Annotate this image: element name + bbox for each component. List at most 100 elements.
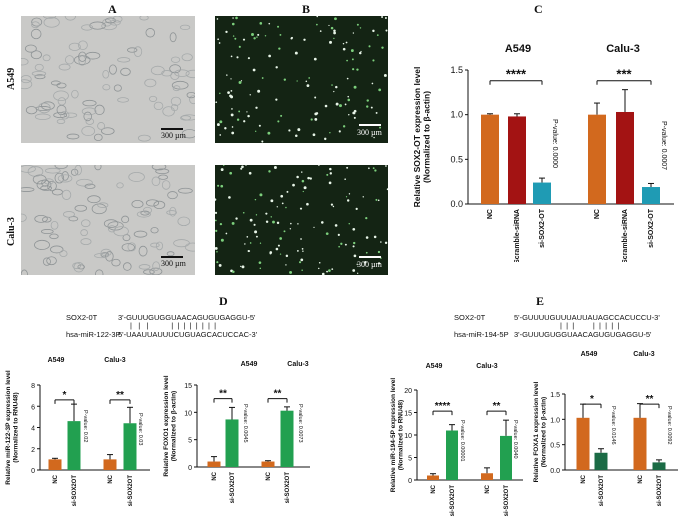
y-tick-label: 6 <box>31 404 35 411</box>
cell <box>127 47 138 53</box>
cell <box>73 262 85 273</box>
fluorescent-dot <box>326 173 329 176</box>
fluorescent-dot <box>312 133 316 137</box>
scale-bar-label: 300 µm <box>357 128 382 137</box>
fluorescent-dot <box>218 263 222 267</box>
fluorescent-dot <box>380 241 382 243</box>
p-value-label: P-value: 0.02 <box>82 410 88 442</box>
seq-e-mir: 3'-GUUUGUGGUAACAGUGUGAGGU-5' <box>514 330 652 339</box>
fluorescent-dot <box>261 140 264 143</box>
fluorescent-dot <box>306 84 310 88</box>
category-label: NC <box>487 209 494 219</box>
micrograph-a549-brightfield: 300 µm <box>21 16 195 143</box>
fluorescent-dot <box>280 194 284 198</box>
bar <box>633 417 647 470</box>
cell <box>78 40 88 51</box>
fluorescent-dot <box>215 211 218 214</box>
significance-stars: ** <box>646 394 654 405</box>
cell <box>21 187 35 192</box>
cell <box>153 101 164 111</box>
category-label: si-SOX2OT <box>599 475 605 507</box>
fluorescent-dot <box>249 218 253 222</box>
cell <box>161 180 171 190</box>
fluorescent-dot <box>240 80 243 82</box>
fluorescent-dot <box>306 202 309 206</box>
cell <box>50 80 61 86</box>
fluorescent-dot <box>244 243 246 245</box>
cell <box>21 165 36 173</box>
fluorescent-dot <box>265 220 269 223</box>
fluorescent-dot <box>316 16 319 18</box>
scale-bar <box>161 128 183 130</box>
fluorescent-dot <box>372 167 375 170</box>
cell <box>94 165 102 171</box>
significance-stars: *** <box>616 67 632 82</box>
fluorescent-dot <box>296 175 299 179</box>
fluorescent-dot <box>217 184 220 187</box>
category-label: NC <box>638 474 644 483</box>
fluorescent-dot <box>328 269 331 272</box>
fluorescent-dot <box>377 199 380 202</box>
fluorescent-dot <box>285 264 287 266</box>
cell <box>107 225 117 233</box>
fluorescent-dot <box>218 42 221 44</box>
fluorescent-dot <box>344 103 347 106</box>
cell <box>169 64 182 74</box>
fluorescent-dot <box>217 38 220 41</box>
fluorescent-dot <box>346 77 349 80</box>
cell <box>167 191 178 200</box>
micrograph-calu3-brightfield: 300 µm <box>21 165 195 275</box>
fluorescent-dot <box>259 193 263 197</box>
fluorescent-dot <box>279 253 282 255</box>
cell <box>148 95 158 102</box>
fluorescent-dot <box>246 111 248 113</box>
fluorescent-dot <box>289 270 293 274</box>
cell <box>145 28 156 38</box>
fluorescent-dot <box>302 190 304 193</box>
cell <box>66 133 80 140</box>
fluorescent-dot <box>259 267 262 270</box>
category-label: si-SOX2OT <box>128 475 134 507</box>
chart-c: 0.0 0.5 1.0 1.5 Relative SOX2-OT expression … <box>412 43 674 262</box>
fluorescent-dot <box>318 267 320 270</box>
cell <box>145 199 160 207</box>
fluorescent-dot <box>344 178 346 181</box>
fluorescent-dot <box>373 136 375 139</box>
group-title: A549 <box>48 357 65 364</box>
bar <box>594 452 608 470</box>
fluorescent-dot <box>259 22 263 25</box>
fluorescent-dot <box>338 245 340 248</box>
fluorescent-dot <box>241 265 245 269</box>
y-tick-label: 0.5 <box>550 443 560 450</box>
fluorescent-dot <box>216 18 219 20</box>
p-value-label: P-value: 0.0045 <box>242 404 248 443</box>
significance-stars: ** <box>493 401 501 412</box>
fluorescent-dot <box>219 222 223 226</box>
fluorescent-dot <box>346 166 349 169</box>
fluorescent-dot <box>301 171 303 173</box>
fluorescent-dot <box>278 47 281 50</box>
cell <box>143 269 155 275</box>
fluorescent-dot <box>277 120 280 123</box>
fluorescent-dot <box>295 134 298 138</box>
cell <box>30 28 42 40</box>
cell <box>42 257 51 266</box>
fluorescent-dot <box>353 116 356 119</box>
fluorescent-dot <box>223 165 225 167</box>
group-title: Calu-3 <box>476 363 498 370</box>
fluorescent-dot <box>231 22 235 26</box>
fluorescent-dot <box>252 68 256 72</box>
cell <box>31 17 43 27</box>
cell <box>57 97 67 106</box>
fluorescent-dot <box>264 35 267 37</box>
y-axis-label: (Normalized to RNU48) <box>398 400 405 470</box>
bar <box>576 417 590 470</box>
cell <box>49 233 59 240</box>
seq-d-sox2-label: SOX2-0T <box>66 313 98 322</box>
category-label: si-SOX2OT <box>285 472 291 504</box>
cell <box>61 189 72 200</box>
fluorescent-dot <box>238 45 241 48</box>
fluorescent-dot <box>241 165 244 169</box>
cell <box>81 24 94 31</box>
fluorescent-dot <box>328 24 330 27</box>
